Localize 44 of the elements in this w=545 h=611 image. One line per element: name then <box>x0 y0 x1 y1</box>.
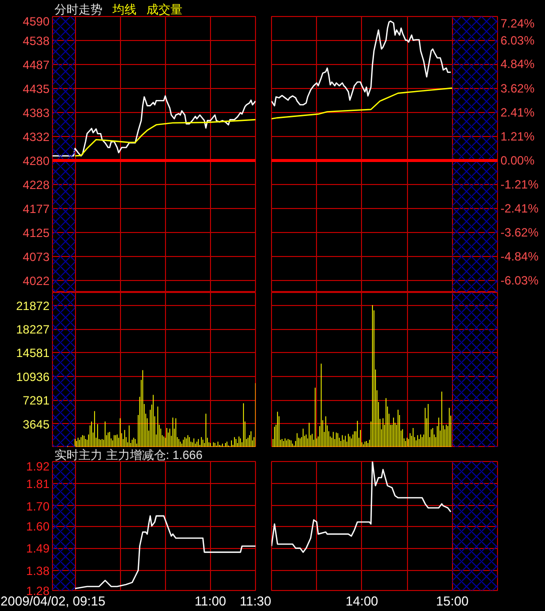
y-tick-label: 18227 <box>16 322 50 337</box>
y-tick-label: 1.49 <box>26 542 50 556</box>
y-tick-label: 1.38 <box>26 564 50 578</box>
text: -6.03% <box>500 273 539 288</box>
y-tick-label: 1.60 <box>26 520 50 534</box>
x-tick-label: 14:00 <box>346 594 378 608</box>
y-tick-label: 4177 <box>22 202 50 216</box>
y-tick-label: 4332 <box>22 130 50 144</box>
y-tick-label: 4435 <box>22 82 50 96</box>
text: 0.00% <box>500 153 535 168</box>
y-tick-label: 4383 <box>22 106 50 120</box>
text: 成交量 <box>146 2 182 16</box>
x-tick-label: 15:00 <box>436 594 469 608</box>
y-tick-label: 1.92 <box>26 460 50 474</box>
x-tick-label: 11:30 <box>240 594 272 608</box>
y-tick-label: 4280 <box>22 154 50 168</box>
y-tick-label: 4228 <box>22 178 50 192</box>
text: 7.24% <box>500 16 535 30</box>
chart-title: 分时走势 <box>54 2 102 16</box>
y-tick-label: 7291 <box>22 394 50 408</box>
y-tick-label: 4487 <box>22 58 50 72</box>
text: 2.41% <box>500 106 535 120</box>
chart-title: 实时主力 主力增减仓: 1.666 <box>54 448 203 462</box>
text: -4.84% <box>500 250 539 264</box>
y-tick-label: 1.70 <box>26 499 50 514</box>
x-tick-label: 11:00 <box>194 594 226 608</box>
y-tick-label: 4125 <box>22 226 50 240</box>
y-tick-label: 1.81 <box>26 477 50 492</box>
text: -3.62% <box>500 225 539 240</box>
y-tick-label: 4022 <box>22 274 50 288</box>
text: 4.84% <box>500 57 535 72</box>
text: 6.03% <box>500 34 535 48</box>
y-tick-label: 14581 <box>16 346 50 360</box>
text: 3.62% <box>500 81 535 96</box>
y-tick-label: 21872 <box>16 298 50 313</box>
text: -2.41% <box>500 201 539 216</box>
y-tick-label: 4590 <box>22 14 50 28</box>
text: 1.21% <box>500 129 535 144</box>
y-tick-label: 3645 <box>22 417 50 432</box>
y-tick-label: 10936 <box>16 370 50 384</box>
y-tick-label: 4538 <box>22 34 50 48</box>
text: 均线 <box>112 2 136 16</box>
y-tick-label: 4073 <box>22 250 50 264</box>
text: -1.21% <box>500 178 539 192</box>
